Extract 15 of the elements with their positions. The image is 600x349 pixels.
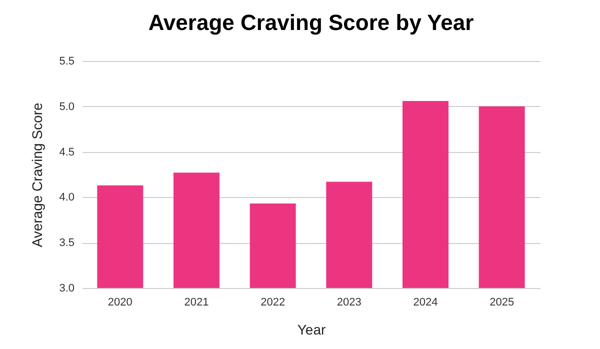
y-tick-label: 3.5	[59, 237, 74, 250]
x-axis-title: Year	[297, 322, 326, 338]
x-tick-label: 2024	[413, 296, 438, 308]
x-tick-label: 2022	[260, 296, 286, 308]
y-tick-label: 5.0	[59, 100, 74, 113]
chart-title: Average Craving Score by Year	[148, 10, 474, 35]
y-tick-label: 4.5	[59, 146, 74, 158]
x-tick-label: 2020	[108, 296, 132, 308]
y-tick-label: 4.0	[59, 192, 74, 204]
x-tick-label: 2023	[336, 296, 362, 308]
x-tick-label: 2021	[184, 296, 209, 308]
y-tick-label: 5.5	[59, 56, 74, 68]
y-tick-label: 3.0	[59, 282, 74, 294]
y-axis-title: Average Craving Score	[29, 102, 46, 248]
x-tick-label: 2025	[490, 296, 514, 308]
